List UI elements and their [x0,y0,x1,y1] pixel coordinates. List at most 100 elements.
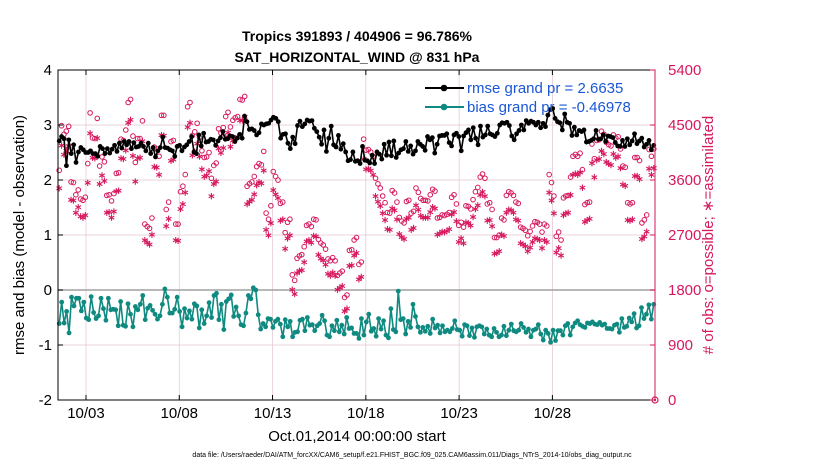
rmse-point [114,149,120,154]
rmse-point [126,139,132,144]
assimilated-obs-marker [522,243,529,250]
bias-point [540,337,546,343]
bias-point [98,295,104,301]
rmse-point [311,125,317,131]
bias-point [174,294,180,300]
bias-point [506,327,512,333]
assimilated-obs-marker [474,202,481,209]
assimilated-obs-marker [101,177,108,185]
bias-point [331,328,337,334]
assimilated-obs-marker [208,193,215,200]
rmse-point [343,149,349,155]
possible-obs-marker [82,194,89,201]
bias-point [285,324,291,330]
possible-obs-marker [425,198,431,204]
bias-point [417,329,423,335]
assimilated-obs-marker [115,187,122,194]
bias-point [491,326,497,331]
bias-point [329,323,335,329]
assimilated-obs-marker [565,209,572,216]
rmse-point [482,132,488,138]
rmse-point [201,130,207,136]
possible-obs-marker [322,246,329,252]
possible-obs-marker [213,160,219,166]
y-tick-label-right: 0 [668,392,676,409]
bias-point [187,308,192,314]
possible-obs-marker [379,193,386,199]
assimilated-obs-marker [379,210,386,217]
y-tick-label-left: 4 [44,62,52,79]
bias-point [422,328,428,334]
legend-rmse-label: rmse grand pr = 2.6635 [467,80,623,97]
rmse-point [627,142,633,148]
possible-obs-marker [353,234,360,241]
bias-point [226,296,232,302]
possible-obs-marker [622,164,629,171]
bias-point [282,317,288,323]
assimilated-obs-marker [412,202,420,209]
bias-point [484,326,490,332]
possible-obs-marker [579,166,586,173]
x-axis-label: Oct.01,2014 00:00:00 start [268,428,446,445]
rmse-point [143,148,149,154]
possible-obs-marker [486,199,493,206]
assimilated-obs-marker [615,153,622,160]
rmse-point [446,140,452,146]
possible-obs-marker [182,171,189,178]
rmse-point [574,132,580,138]
rmse-point [521,127,527,133]
rmse-point [333,144,339,150]
rmse-point [104,146,110,152]
bias-point [304,315,310,320]
rmse-point [389,153,394,159]
rmse-point [538,125,544,131]
rmse-point [196,132,202,138]
rmse-point [598,136,604,142]
possible-obs-marker [463,202,469,209]
possible-obs-marker [391,190,398,196]
rmse-point [367,160,373,166]
assimilated-obs-marker [500,232,508,240]
rmse-point [150,145,156,150]
rmse-point [494,130,500,136]
assimilated-obs-marker [58,142,65,149]
bias-point [452,318,458,324]
rmse-point [550,106,556,111]
rmse-point [266,120,272,126]
bias-point [388,306,394,312]
bias-point [381,318,386,324]
rmse-point [297,118,303,124]
bias-point [216,317,222,323]
assimilated-obs-marker [291,290,298,298]
assimilated-obs-marker [467,222,474,229]
rmse-point [629,138,635,144]
axis-ticks: 10/03 10/08 10/13 10/18 10/23 10/28 -2 -1 0 1 2 3 4 0… [39,62,702,422]
possible-obs-marker [260,148,267,155]
bias-point [349,325,354,331]
assimilated-obs-marker [251,191,258,198]
bias-point [494,329,499,335]
rmse-point [617,144,623,149]
assimilated-obs-marker [298,266,305,274]
rmse-point [396,150,402,156]
x-tick-label: 10/03 [67,405,105,422]
bias-point [437,330,443,336]
rmse-point [454,130,459,136]
legend: rmse grand pr = 2.6635 bias grand pr = -… [425,80,631,116]
bias-point [528,334,534,340]
rmse-point [369,152,375,158]
bias-point [575,318,581,324]
bias-point [309,322,315,328]
rmse-point [230,134,235,139]
possible-obs-marker [615,133,621,140]
bias-point [91,310,97,315]
assimilated-obs-marker [182,189,189,196]
y-tick-label-right: 3600 [668,172,701,189]
bias-point [373,333,379,339]
possible-obs-marker [194,120,200,127]
possible-obs-marker [648,153,655,160]
rmse-point [242,113,247,119]
rmse-point [64,163,69,169]
bias-point [236,313,241,319]
rmse-point [309,118,315,123]
